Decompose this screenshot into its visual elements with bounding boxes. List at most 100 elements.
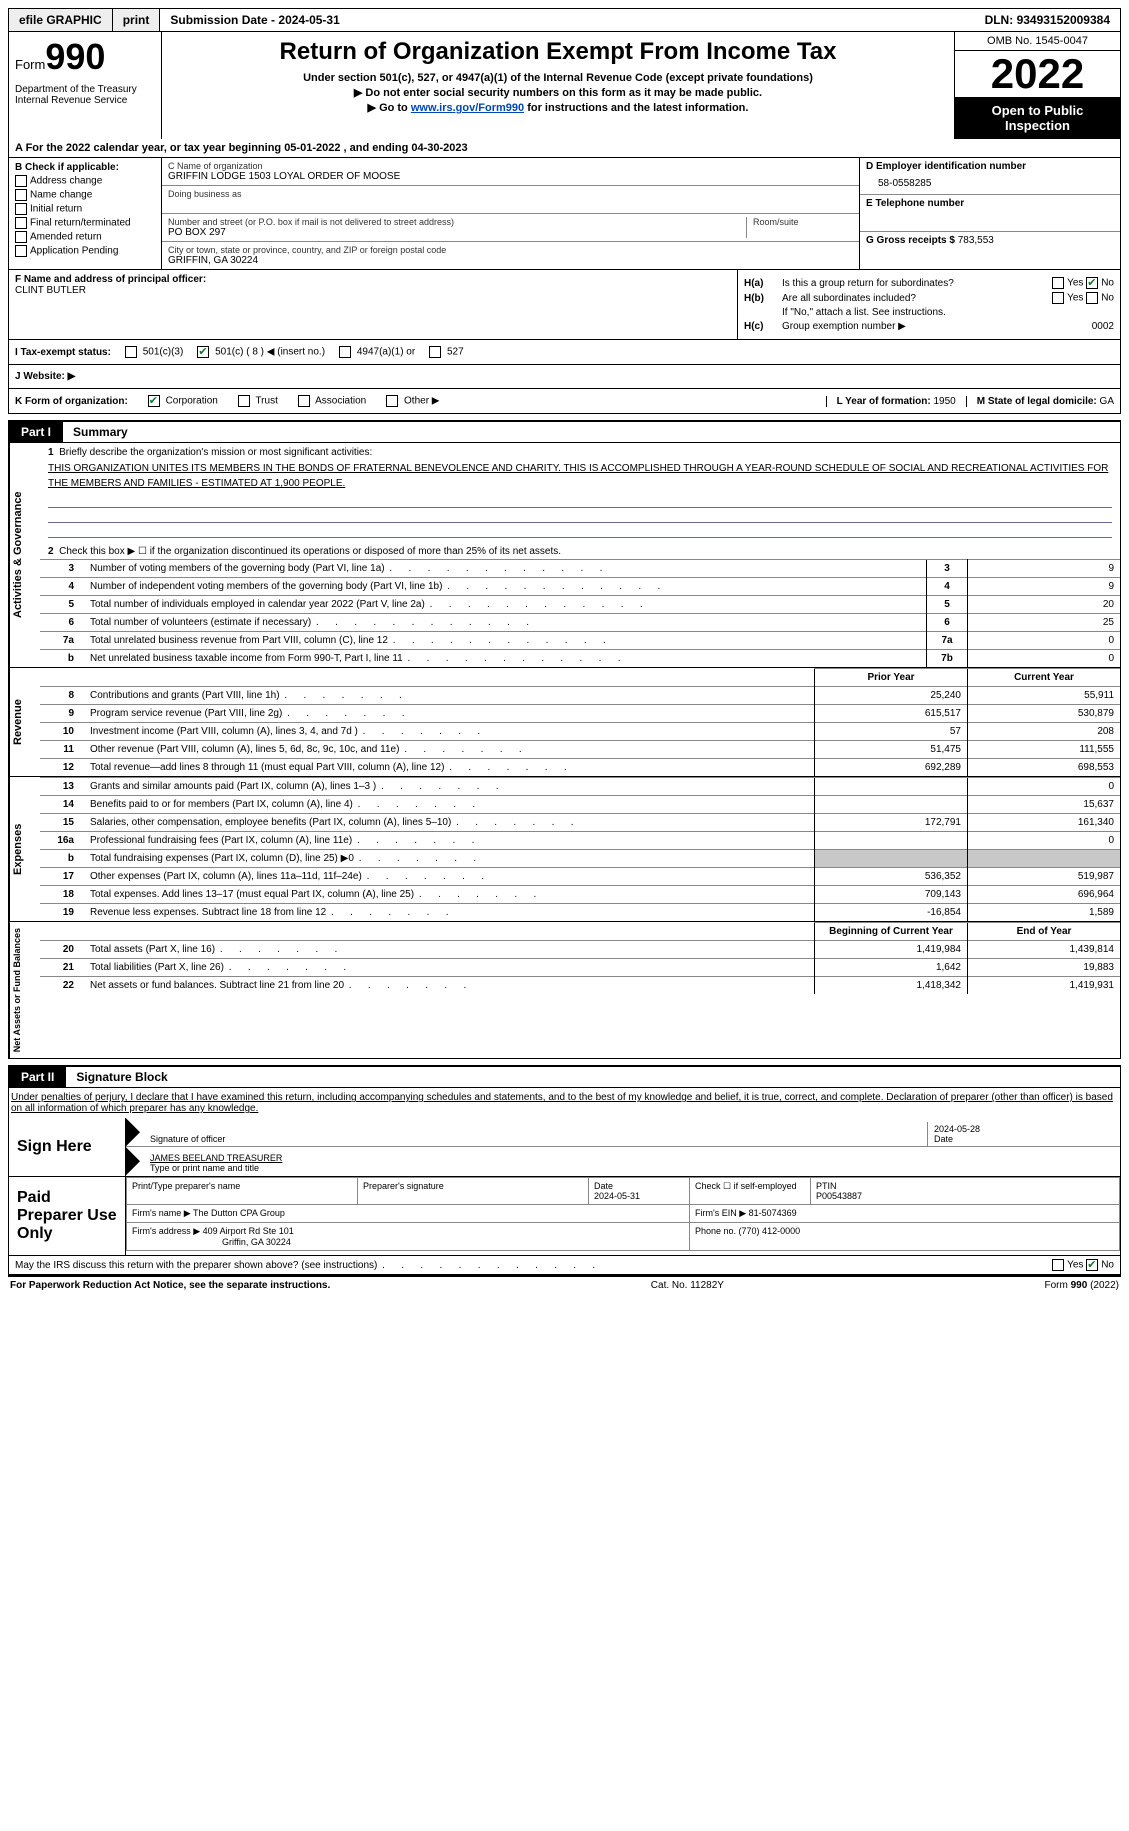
data-row: 14 Benefits paid to or for members (Part… bbox=[40, 796, 1120, 814]
print-button[interactable]: print bbox=[113, 9, 161, 31]
row-lineno: 17 bbox=[40, 868, 84, 886]
row-cy: 0 bbox=[968, 778, 1121, 796]
name-line: JAMES BEELAND TREASURER Type or print na… bbox=[126, 1147, 1120, 1175]
data-row: 17 Other expenses (Part IX, column (A), … bbox=[40, 868, 1120, 886]
exp-table: 13 Grants and similar amounts paid (Part… bbox=[40, 777, 1120, 921]
row-py: 172,791 bbox=[815, 814, 968, 832]
part2-tag: Part II bbox=[9, 1067, 66, 1087]
chk-initial[interactable]: Initial return bbox=[15, 203, 155, 215]
firm-lbl: Firm's name ▶ bbox=[132, 1208, 193, 1218]
open-to-public: Open to Public Inspection bbox=[955, 97, 1120, 139]
tax-year: 2022 bbox=[955, 51, 1120, 97]
opt-501c3[interactable]: 501(c)(3) bbox=[125, 346, 183, 358]
header-right: OMB No. 1545-0047 2022 Open to Public In… bbox=[954, 32, 1120, 139]
row-py: -16,854 bbox=[815, 904, 968, 922]
ha-text: Is this a group return for subordinates? bbox=[782, 278, 1052, 289]
sig-lbl: Signature of officer bbox=[150, 1134, 921, 1144]
opt-501c[interactable]: 501(c) ( 8 ) ◀ (insert no.) bbox=[197, 346, 325, 358]
city: GRIFFIN, GA 30224 bbox=[168, 255, 853, 266]
firm-phone-cell: Phone no. (770) 412-0000 bbox=[690, 1223, 1120, 1251]
row-k: K Form of organization: Corporation Trus… bbox=[8, 389, 1121, 414]
row-desc: Total assets (Part X, line 16) bbox=[84, 941, 815, 959]
form-number: 990 bbox=[45, 36, 105, 77]
row-py bbox=[815, 796, 968, 814]
opt-trust[interactable]: Trust bbox=[238, 395, 278, 407]
street-cell: Number and street (or P.O. box if mail i… bbox=[162, 214, 859, 242]
row-cy: 208 bbox=[968, 723, 1121, 741]
data-row: b Total fundraising expenses (Part IX, c… bbox=[40, 850, 1120, 868]
blank-line-2 bbox=[48, 508, 1112, 523]
pycy-header: Prior Year Current Year bbox=[40, 669, 1120, 687]
row-lineno: 18 bbox=[40, 886, 84, 904]
line-a: A For the 2022 calendar year, or tax yea… bbox=[8, 139, 1121, 158]
opt-corp[interactable]: Corporation bbox=[148, 395, 218, 407]
discuss-question: May the IRS discuss this return with the… bbox=[15, 1260, 597, 1271]
chk-amended[interactable]: Amended return bbox=[15, 231, 155, 243]
opt-4947[interactable]: 4947(a)(1) or bbox=[339, 346, 415, 358]
prep-selfemp[interactable]: Check ☐ if self-employed bbox=[690, 1178, 811, 1205]
row-lineno: 11 bbox=[40, 741, 84, 759]
row-desc: Total unrelated business revenue from Pa… bbox=[84, 632, 927, 650]
opt-other-lbl: Other ▶ bbox=[404, 396, 439, 407]
irs-link[interactable]: www.irs.gov/Form990 bbox=[411, 102, 524, 114]
row-py: 1,642 bbox=[815, 959, 968, 977]
rev-table: Prior Year Current Year 8 Contributions … bbox=[40, 668, 1120, 776]
main-info: B Check if applicable: Address change Na… bbox=[8, 158, 1121, 270]
row-lineno: 5 bbox=[40, 596, 84, 614]
discuss-answer: Yes No bbox=[1052, 1259, 1114, 1271]
col-d: D Employer identification number 58-0558… bbox=[860, 158, 1120, 269]
firm-addr-lbl: Firm's address ▶ bbox=[132, 1226, 203, 1236]
part1-header: Part I Summary bbox=[8, 420, 1121, 443]
row-py: 1,418,342 bbox=[815, 977, 968, 995]
discuss-row: May the IRS discuss this return with the… bbox=[8, 1256, 1121, 1275]
row-desc: Revenue less expenses. Subtract line 18 … bbox=[84, 904, 815, 922]
data-row: 12 Total revenue—add lines 8 through 11 … bbox=[40, 759, 1120, 777]
chk-name[interactable]: Name change bbox=[15, 189, 155, 201]
row-cy: 698,553 bbox=[968, 759, 1121, 777]
opt-527[interactable]: 527 bbox=[429, 346, 463, 358]
prep-name-lbl: Print/Type preparer's name bbox=[127, 1178, 358, 1205]
line2-text: Check this box ▶ ☐ if the organization d… bbox=[59, 546, 561, 557]
blank-line-3 bbox=[48, 523, 1112, 538]
dln-label: DLN: bbox=[985, 13, 1017, 27]
opt-assoc[interactable]: Association bbox=[298, 395, 366, 407]
opt-501c-lbl: 501(c) ( 8 ) ◀ (insert no.) bbox=[215, 347, 325, 358]
opt-other[interactable]: Other ▶ bbox=[386, 395, 439, 407]
row-cy: 1,439,814 bbox=[968, 941, 1121, 959]
ptin: P00543887 bbox=[816, 1191, 862, 1201]
row-lineno: 20 bbox=[40, 941, 84, 959]
row-desc: Professional fundraising fees (Part IX, … bbox=[84, 832, 815, 850]
firm-addr2: Griffin, GA 30224 bbox=[222, 1237, 291, 1247]
l-val: 1950 bbox=[933, 396, 955, 407]
header-sub3: ▶ Go to www.irs.gov/Form990 for instruct… bbox=[168, 101, 948, 114]
opt-4947-lbl: 4947(a)(1) or bbox=[357, 347, 415, 358]
row-box: 7a bbox=[927, 632, 968, 650]
form-ref: Form 990 (2022) bbox=[1045, 1280, 1119, 1291]
gross-cell: G Gross receipts $ 783,553 bbox=[860, 232, 1120, 268]
row-lineno: 22 bbox=[40, 977, 84, 995]
org-name: GRIFFIN LODGE 1503 LOYAL ORDER OF MOOSE bbox=[168, 171, 853, 182]
row-desc: Number of independent voting members of … bbox=[84, 578, 927, 596]
row-h: H(a) Is this a group return for subordin… bbox=[738, 270, 1120, 339]
chk-address[interactable]: Address change bbox=[15, 175, 155, 187]
row-box: 3 bbox=[927, 560, 968, 578]
chk-pending-lbl: Application Pending bbox=[30, 246, 118, 257]
brief-label: Briefly describe the organization's miss… bbox=[59, 447, 372, 458]
row-py bbox=[815, 778, 968, 796]
city-cell: City or town, state or province, country… bbox=[162, 242, 859, 269]
chk-final[interactable]: Final return/terminated bbox=[15, 217, 155, 229]
gov-row: 4 Number of independent voting members o… bbox=[40, 578, 1120, 596]
part1-tag: Part I bbox=[9, 422, 63, 442]
row-desc: Total expenses. Add lines 13–17 (must eq… bbox=[84, 886, 815, 904]
row-val: 9 bbox=[968, 578, 1121, 596]
chk-pending[interactable]: Application Pending bbox=[15, 245, 155, 257]
gov-row: 3 Number of voting members of the govern… bbox=[40, 560, 1120, 578]
row-desc: Net assets or fund balances. Subtract li… bbox=[84, 977, 815, 995]
row-cy: 519,987 bbox=[968, 868, 1121, 886]
data-row: 18 Total expenses. Add lines 13–17 (must… bbox=[40, 886, 1120, 904]
officer-name: JAMES BEELAND TREASURER bbox=[150, 1153, 1114, 1163]
ptin-lbl: PTIN bbox=[816, 1181, 837, 1191]
gov-row: 7a Total unrelated business revenue from… bbox=[40, 632, 1120, 650]
part2-title: Signature Block bbox=[66, 1067, 177, 1087]
preparer-block: Paid Preparer Use Only Print/Type prepar… bbox=[8, 1177, 1121, 1256]
